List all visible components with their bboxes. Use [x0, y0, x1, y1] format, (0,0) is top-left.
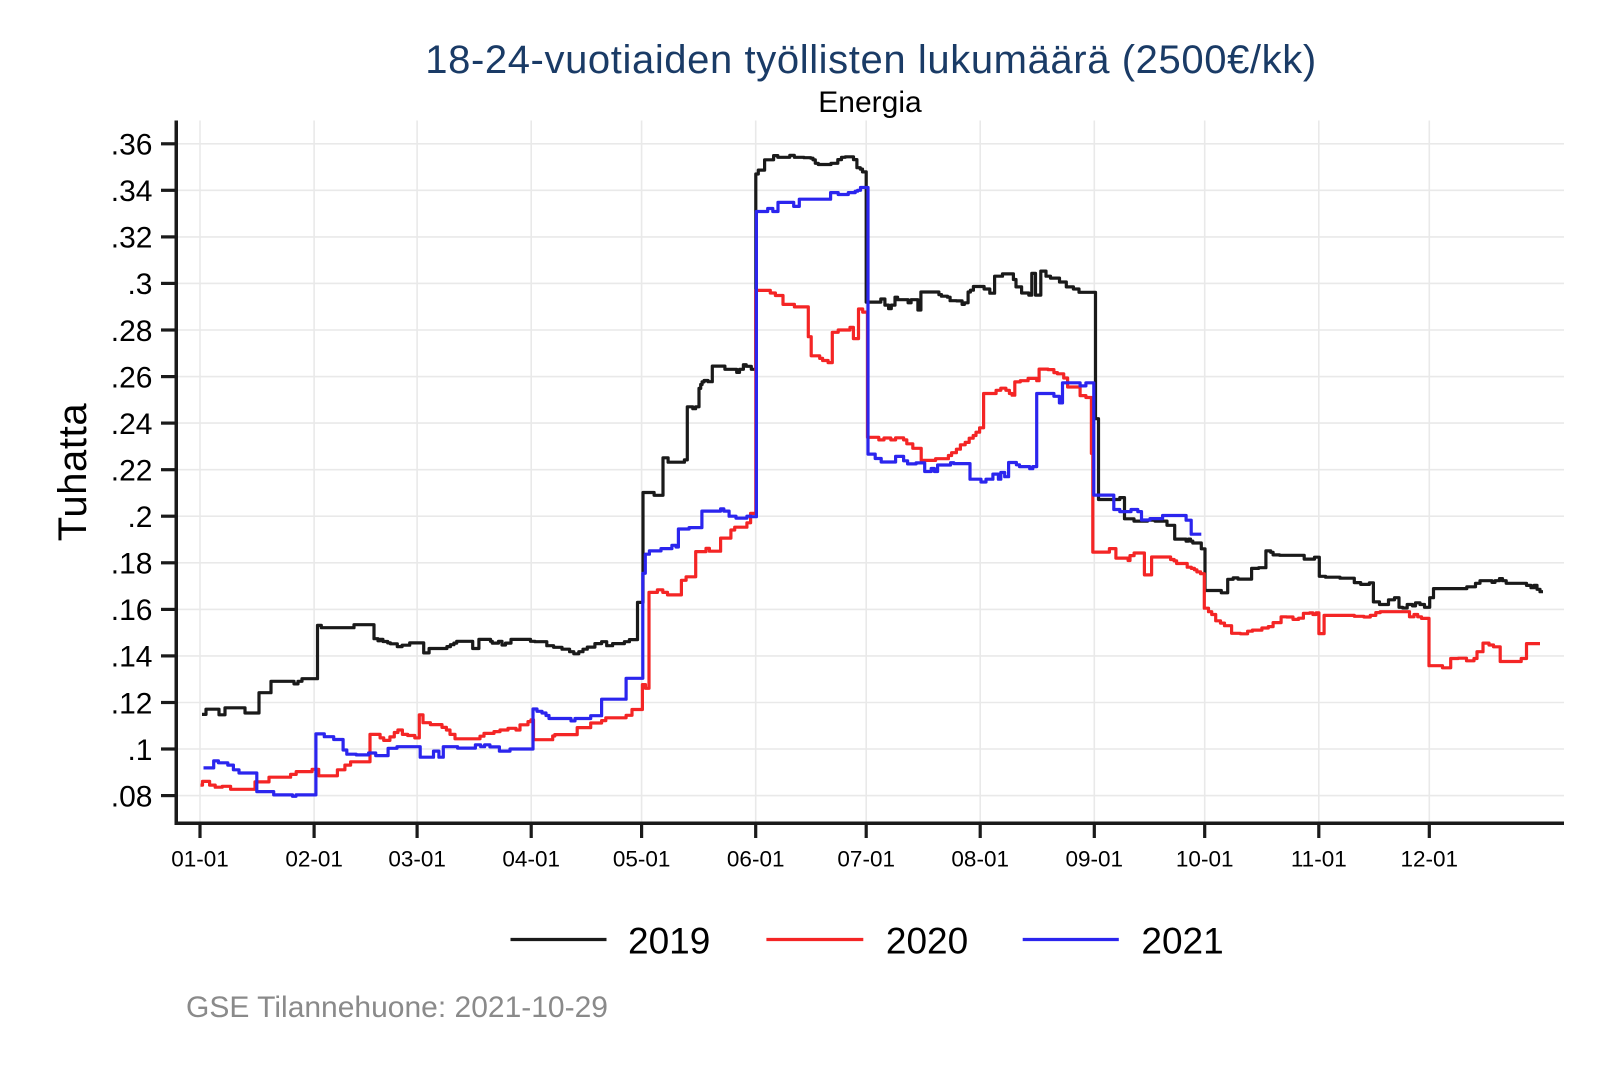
- svg-text:05-01: 05-01: [613, 847, 671, 872]
- svg-text:08-01: 08-01: [951, 847, 1009, 872]
- svg-text:12-01: 12-01: [1401, 847, 1459, 872]
- svg-text:11-01: 11-01: [1291, 847, 1347, 872]
- svg-text:2021: 2021: [1141, 921, 1223, 962]
- svg-text:GSE Tilannehuone: 2021-10-29: GSE Tilannehuone: 2021-10-29: [186, 991, 608, 1024]
- svg-text:.18: .18: [111, 548, 153, 581]
- svg-text:.36: .36: [111, 129, 153, 162]
- svg-text:02-01: 02-01: [285, 847, 343, 872]
- svg-text:Energia: Energia: [818, 86, 922, 119]
- svg-text:2019: 2019: [628, 921, 710, 962]
- svg-text:.08: .08: [111, 780, 153, 813]
- svg-text:Tuhatta: Tuhatta: [51, 403, 95, 542]
- svg-text:07-01: 07-01: [837, 847, 895, 872]
- svg-text:01-01: 01-01: [171, 847, 229, 872]
- svg-text:10-01: 10-01: [1176, 847, 1234, 872]
- svg-text:18-24-vuotiaiden työllisten lu: 18-24-vuotiaiden työllisten lukumäärä (2…: [425, 38, 1317, 82]
- svg-text:.34: .34: [111, 175, 153, 208]
- svg-text:.16: .16: [111, 594, 153, 627]
- svg-text:.12: .12: [111, 687, 153, 720]
- svg-text:.3: .3: [127, 268, 152, 301]
- svg-text:.26: .26: [111, 361, 153, 394]
- svg-text:2020: 2020: [886, 921, 968, 962]
- svg-text:.14: .14: [111, 641, 153, 674]
- svg-text:.22: .22: [111, 455, 153, 488]
- svg-text:.28: .28: [111, 315, 153, 348]
- svg-text:04-01: 04-01: [502, 847, 560, 872]
- svg-text:.1: .1: [127, 734, 152, 767]
- svg-text:.24: .24: [111, 408, 153, 441]
- svg-text:06-01: 06-01: [727, 847, 785, 872]
- svg-text:.32: .32: [111, 222, 153, 255]
- svg-text:03-01: 03-01: [388, 847, 446, 872]
- svg-text:.2: .2: [127, 501, 152, 534]
- svg-text:09-01: 09-01: [1066, 847, 1124, 872]
